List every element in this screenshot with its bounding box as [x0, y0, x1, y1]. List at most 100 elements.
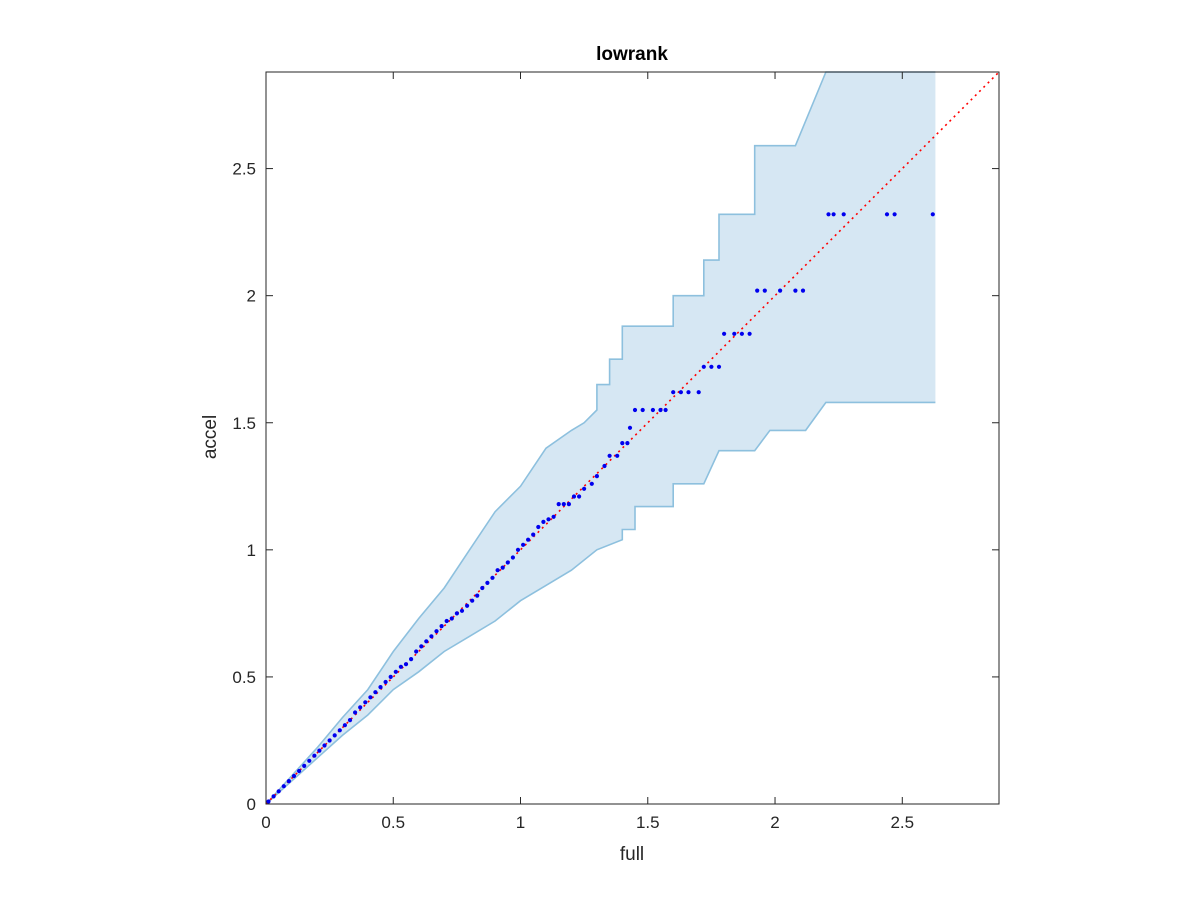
- data-point: [485, 580, 490, 586]
- x-tick-label: 0.5: [381, 813, 405, 832]
- plot-axes: [265, 71, 1000, 805]
- data-point: [271, 794, 276, 799]
- data-point: [434, 629, 439, 634]
- data-point: [378, 685, 383, 690]
- data-point: [625, 441, 630, 446]
- reference-line: [265, 71, 1000, 805]
- data-point: [536, 524, 541, 530]
- data-point: [286, 779, 291, 784]
- data-point: [762, 288, 767, 293]
- data-point: [739, 331, 745, 336]
- data-point: [531, 532, 536, 537]
- data-point: [640, 407, 645, 413]
- data-point: [403, 662, 409, 667]
- data-point: [480, 585, 485, 591]
- data-point: [663, 407, 668, 413]
- x-tick-label: 2: [770, 813, 779, 832]
- data-point: [317, 748, 322, 753]
- data-point: [841, 212, 846, 217]
- data-point: [686, 390, 691, 395]
- data-point: [510, 555, 515, 560]
- data-point: [393, 669, 398, 674]
- data-point: [500, 565, 505, 570]
- data-point: [571, 494, 577, 499]
- data-point: [312, 753, 317, 758]
- band-fill: [266, 72, 936, 804]
- data-point: [546, 517, 551, 522]
- y-axis-label: accel: [200, 415, 221, 459]
- chart-title: lowrank: [596, 44, 668, 65]
- data-point: [368, 695, 373, 700]
- y-tick-label: 0: [247, 795, 256, 814]
- data-point: [363, 700, 368, 705]
- y-axis-ticks: 0 0.5 1 1.5 2 2.5: [232, 160, 999, 814]
- data-point: [291, 773, 297, 779]
- data-point: [577, 494, 582, 499]
- confidence-band: [265, 71, 936, 805]
- data-point: [650, 407, 656, 413]
- data-point: [358, 705, 363, 710]
- data-point: [266, 799, 271, 804]
- data-point: [490, 575, 495, 580]
- data-point: [732, 331, 737, 336]
- data-point: [615, 453, 620, 458]
- data-point: [930, 212, 935, 217]
- data-points: [266, 212, 935, 804]
- data-point: [671, 390, 676, 395]
- data-point: [297, 768, 302, 774]
- data-point: [347, 718, 353, 723]
- data-point: [632, 407, 638, 413]
- data-point: [373, 690, 378, 695]
- reference-line-layer: [265, 71, 1000, 805]
- data-point: [716, 364, 722, 369]
- data-point: [444, 618, 449, 624]
- x-tick-label: 1: [516, 813, 525, 832]
- data-point: [505, 560, 510, 565]
- data-point: [322, 743, 327, 748]
- data-point: [302, 763, 307, 769]
- x-axis-label: full: [620, 844, 644, 865]
- data-point: [658, 407, 663, 413]
- data-point: [755, 288, 760, 293]
- data-point: [276, 789, 281, 794]
- data-point: [383, 679, 388, 685]
- x-axis-ticks: 0 0.5 1 1.5 2 2.5: [261, 72, 914, 832]
- data-point: [327, 738, 332, 743]
- data-point: [831, 212, 836, 217]
- data-point: [747, 331, 752, 336]
- data-point: [627, 425, 633, 430]
- data-point: [332, 733, 337, 738]
- data-point: [884, 212, 890, 217]
- y-tick-label: 1: [247, 541, 256, 560]
- band-lower-edge: [265, 401, 936, 805]
- x-tick-label: 0: [261, 813, 270, 832]
- data-point: [696, 390, 701, 395]
- data-point: [589, 481, 594, 486]
- data-point: [709, 364, 714, 369]
- data-point: [551, 514, 556, 519]
- data-point: [449, 616, 454, 621]
- y-tick-label: 0.5: [232, 668, 256, 687]
- data-point: [419, 644, 424, 649]
- data-point: [607, 453, 612, 458]
- data-point: [439, 624, 444, 629]
- data-point: [722, 331, 727, 336]
- data-point: [429, 634, 434, 639]
- axes-box: [265, 71, 1000, 805]
- x-tick-label: 1.5: [636, 813, 660, 832]
- data-point: [566, 502, 572, 507]
- data-point: [398, 664, 403, 669]
- data-point: [541, 519, 546, 525]
- data-point: [800, 288, 806, 293]
- data-point: [388, 674, 393, 680]
- x-tick-label: 2.5: [890, 813, 914, 832]
- data-point: [337, 728, 342, 733]
- data-point: [602, 463, 607, 469]
- y-tick-label: 2: [247, 287, 256, 306]
- data-point: [281, 784, 286, 789]
- data-point: [307, 758, 312, 763]
- data-point: [409, 657, 414, 662]
- data-point: [620, 441, 625, 446]
- data-point: [353, 710, 358, 715]
